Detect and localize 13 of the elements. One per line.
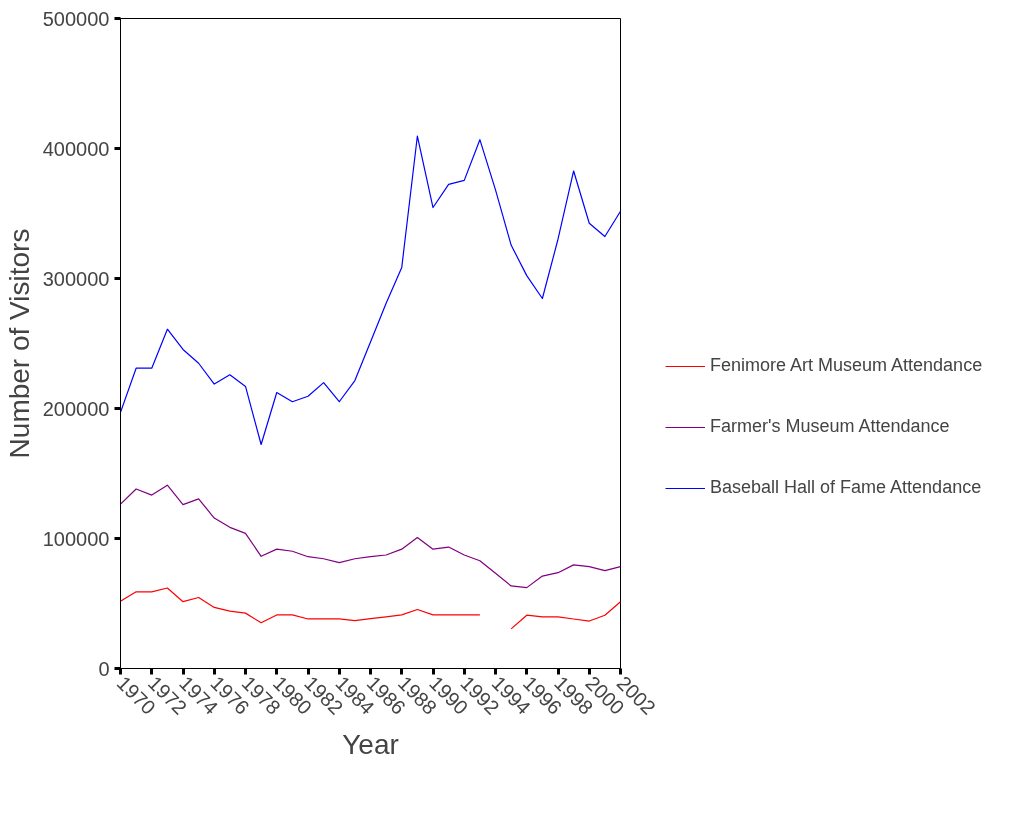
legend-label: Baseball Hall of Fame Attendance — [710, 477, 982, 498]
y-tick-label: 300000 — [42, 267, 110, 290]
y-tick-label: 400000 — [42, 137, 110, 160]
legend-label: Farmer's Museum Attendance — [710, 416, 950, 437]
line-series — [120, 135, 621, 446]
legend-label: Fenimore Art Museum Attendance — [710, 355, 983, 376]
y-tick-label: 100000 — [42, 527, 110, 550]
y-tick-label: 0 — [98, 657, 110, 680]
x-axis-title: Year — [342, 728, 399, 760]
y-tick-label: 500000 — [42, 7, 110, 30]
y-tick-label: 200000 — [42, 397, 110, 420]
y-axis-title: Number of Visitors — [3, 228, 35, 459]
line-series — [120, 484, 621, 589]
